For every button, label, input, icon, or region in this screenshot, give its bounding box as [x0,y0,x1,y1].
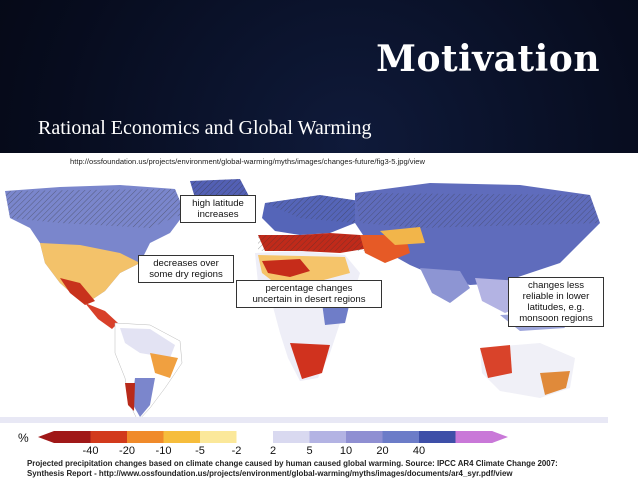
central-asia [380,227,425,245]
legend-tick-label: 5 [306,445,313,457]
callout-monsoon: changes less reliable in lower latitudes… [508,277,604,327]
north-america-hatch [5,189,185,228]
source-url: http://ossfoundation.us/projects/environ… [70,157,425,166]
legend-tick-label: -5 [195,445,205,457]
legend-swatch [54,431,91,443]
legend-swatch [200,431,237,443]
legend-arrow-right [492,431,508,443]
world-map [0,173,608,423]
legend-tick-label: 10 [339,445,353,457]
legend-tick-label: 40 [412,445,426,457]
central-america [85,303,118,329]
legend-color-bar [38,431,508,443]
southern-africa [290,343,330,379]
legend-tick-label: 20 [376,445,389,457]
legend-swatch [236,431,274,443]
south-asia [420,268,470,303]
mexico-dry [60,278,95,305]
callout-desert: percentage changes uncertain in desert r… [236,280,382,308]
legend-tick-label: -2 [231,445,242,457]
legend-swatch [127,431,164,443]
slide-title: Motivation [376,38,600,80]
legend-swatch [455,431,493,443]
legend-swatch [346,431,383,443]
legend-arrow-left [38,431,54,443]
callout-high-latitude: high latitude increases [180,195,256,223]
caption-line-2: Synthesis Report - http://www.ossfoundat… [27,468,513,478]
legend-swatch [90,431,128,443]
caption-line-1: Projected precipitation changes based on… [27,459,558,468]
north-america-south [40,243,140,301]
figure-caption: Projected precipitation changes based on… [27,459,637,478]
legend-unit: % [18,431,29,445]
slide-subtitle: Rational Economics and Global Warming [38,117,372,139]
callout-dry-regions: decreases over some dry regions [138,255,234,283]
legend-swatch [419,431,456,443]
legend-swatch [382,431,420,443]
legend-tick-label: -20 [119,445,135,457]
legend-swatch [273,431,310,443]
legend-tick-label: 2 [269,445,277,457]
legend-swatch [309,431,347,443]
legend-swatch [163,431,201,443]
legend-tick-label: -40 [82,445,99,457]
precipitation-figure: http://ossfoundation.us/projects/environ… [0,153,638,479]
legend-tick-label: -10 [155,445,172,457]
